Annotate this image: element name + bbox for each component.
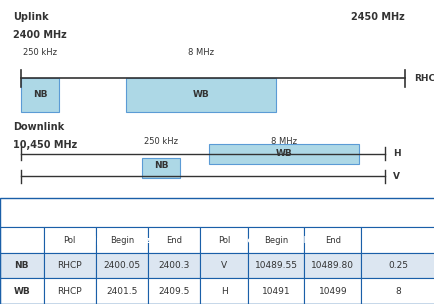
Bar bbox=[200, 278, 247, 304]
Text: NB: NB bbox=[14, 261, 29, 270]
Text: WB: WB bbox=[192, 90, 209, 99]
Bar bbox=[95, 253, 148, 278]
Text: V: V bbox=[220, 261, 227, 270]
Bar bbox=[360, 253, 434, 278]
Text: 10489.80: 10489.80 bbox=[311, 261, 353, 270]
Text: End: End bbox=[324, 236, 340, 245]
Bar bbox=[360, 227, 434, 253]
Text: Uplink (MHz): Uplink (MHz) bbox=[89, 236, 154, 245]
Text: 250 kHz: 250 kHz bbox=[144, 137, 178, 146]
Text: 8 MHz: 8 MHz bbox=[187, 48, 213, 57]
Bar bbox=[247, 253, 304, 278]
Text: 0.25: 0.25 bbox=[387, 261, 407, 270]
FancyBboxPatch shape bbox=[142, 158, 180, 178]
Text: 2409.5: 2409.5 bbox=[158, 287, 189, 296]
FancyBboxPatch shape bbox=[21, 78, 59, 112]
Bar bbox=[43, 227, 200, 253]
Bar bbox=[0, 227, 43, 253]
Text: BW (MHz): BW (MHz) bbox=[372, 236, 422, 245]
Text: RHCP: RHCP bbox=[57, 261, 82, 270]
Text: 8 MHz: 8 MHz bbox=[271, 137, 296, 146]
Bar bbox=[0, 227, 43, 253]
Bar bbox=[43, 227, 95, 253]
Text: RHCP: RHCP bbox=[413, 74, 434, 83]
Text: RHCP: RHCP bbox=[57, 287, 82, 296]
Text: NB: NB bbox=[33, 90, 47, 99]
Text: Begin: Begin bbox=[109, 236, 134, 245]
Bar bbox=[304, 253, 360, 278]
Text: 10499: 10499 bbox=[318, 287, 346, 296]
Bar bbox=[148, 253, 200, 278]
Text: Downlink: Downlink bbox=[13, 122, 64, 132]
Text: Begin: Begin bbox=[263, 236, 288, 245]
Text: Downlink (MHz): Downlink (MHz) bbox=[240, 236, 320, 245]
Text: 10491: 10491 bbox=[261, 287, 290, 296]
Text: 2400.3: 2400.3 bbox=[158, 261, 189, 270]
Bar bbox=[304, 278, 360, 304]
Bar bbox=[200, 227, 247, 253]
Text: V: V bbox=[392, 172, 399, 181]
Text: H: H bbox=[220, 287, 227, 296]
Bar bbox=[43, 253, 95, 278]
Bar bbox=[43, 278, 95, 304]
Bar bbox=[95, 227, 148, 253]
Text: End: End bbox=[166, 236, 181, 245]
FancyBboxPatch shape bbox=[125, 78, 275, 112]
Text: WB: WB bbox=[275, 149, 292, 158]
Bar bbox=[247, 227, 304, 253]
Text: 10,450 MHz: 10,450 MHz bbox=[13, 140, 77, 150]
Bar bbox=[95, 278, 148, 304]
Text: 250 kHz: 250 kHz bbox=[23, 48, 57, 57]
Bar bbox=[304, 227, 360, 253]
Bar bbox=[200, 227, 360, 253]
Bar bbox=[360, 278, 434, 304]
FancyBboxPatch shape bbox=[209, 144, 358, 164]
Text: 2400.05: 2400.05 bbox=[103, 261, 140, 270]
Bar bbox=[148, 227, 200, 253]
Bar bbox=[0, 253, 43, 278]
Text: Pol: Pol bbox=[217, 236, 230, 245]
Text: 2401.5: 2401.5 bbox=[106, 287, 137, 296]
Text: 2450 MHz: 2450 MHz bbox=[350, 12, 404, 22]
Text: 2400 MHz: 2400 MHz bbox=[13, 30, 66, 40]
Bar bbox=[148, 278, 200, 304]
Text: Pol: Pol bbox=[63, 236, 76, 245]
Bar bbox=[0, 278, 43, 304]
Text: NB: NB bbox=[154, 161, 168, 170]
Bar bbox=[247, 278, 304, 304]
Text: H: H bbox=[392, 149, 400, 158]
Text: Uplink: Uplink bbox=[13, 12, 48, 22]
Text: 10489.55: 10489.55 bbox=[254, 261, 297, 270]
Text: WB: WB bbox=[13, 287, 30, 296]
Bar bbox=[360, 227, 434, 253]
Text: 8: 8 bbox=[394, 287, 400, 296]
Bar bbox=[200, 253, 247, 278]
